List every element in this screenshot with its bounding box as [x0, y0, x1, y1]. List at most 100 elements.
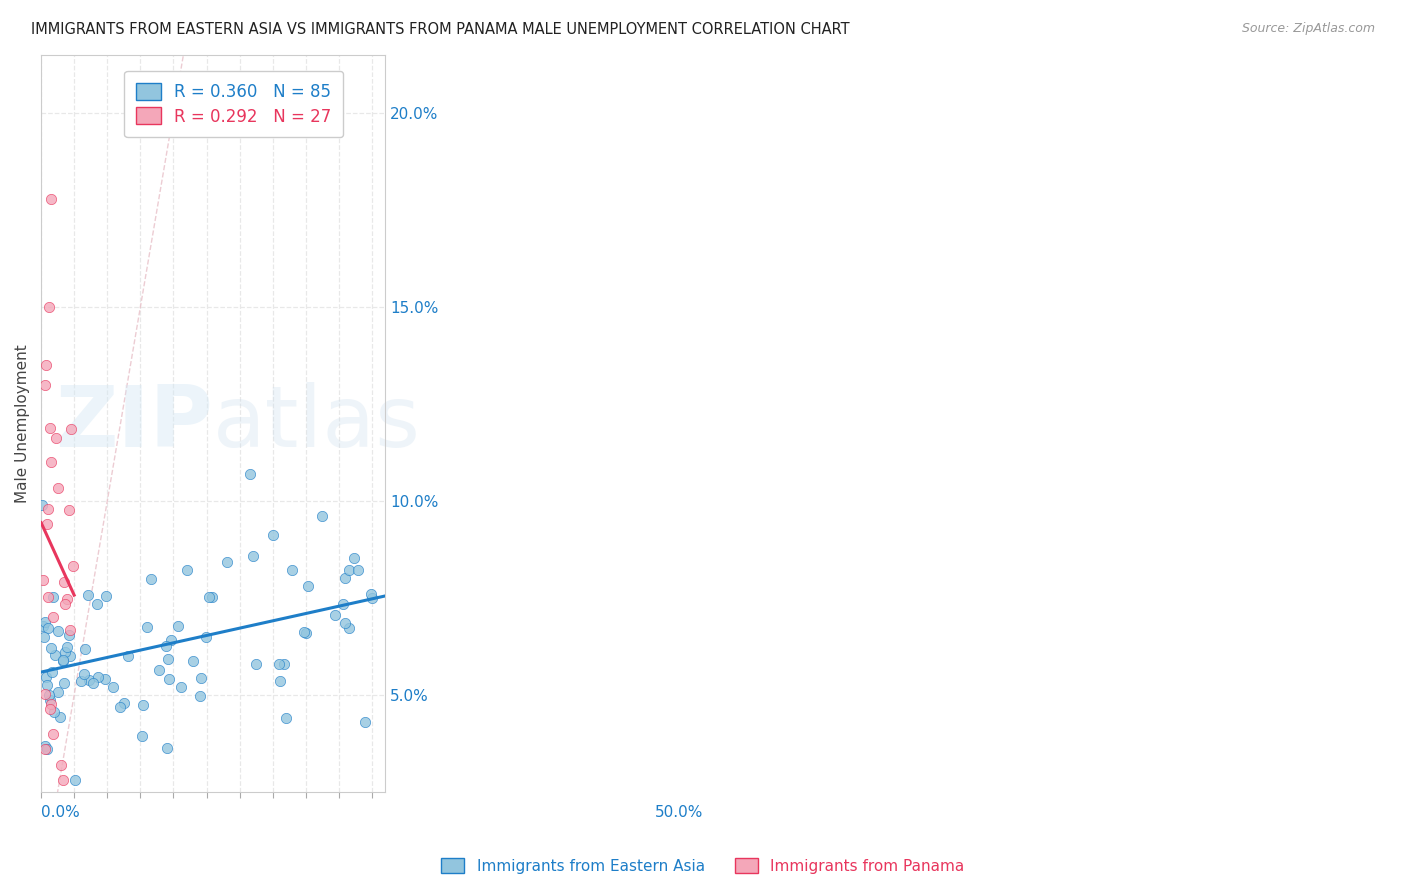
Point: [58, 503, 80, 517]
Point: [73, 666, 96, 681]
Point: [62, 558, 84, 573]
Point: [42, 590, 65, 604]
Point: [297, 579, 319, 593]
Point: [35, 670, 58, 684]
Point: [245, 657, 267, 672]
Point: [194, 630, 217, 644]
Point: [217, 555, 239, 569]
Point: [70, 673, 93, 688]
Point: [37, 590, 59, 604]
Point: [59, 623, 82, 637]
Point: [112, 697, 135, 711]
Point: [108, 700, 131, 714]
Point: [48, 624, 70, 639]
Point: [190, 671, 212, 685]
Point: [34, 739, 56, 753]
Point: [101, 681, 124, 695]
Point: [242, 549, 264, 563]
Point: [274, 711, 297, 725]
Point: [135, 619, 157, 633]
Point: [292, 624, 315, 639]
Point: [53, 676, 76, 690]
Point: [335, 571, 357, 585]
Point: [35, 517, 58, 532]
Point: [170, 680, 193, 694]
Point: [87, 670, 110, 684]
Point: [56, 591, 79, 606]
Point: [294, 626, 316, 640]
Point: [49, 710, 72, 724]
Point: [94, 672, 117, 686]
Point: [332, 597, 354, 611]
Point: [82, 676, 104, 690]
Point: [39, 640, 62, 655]
Point: [361, 591, 384, 605]
Point: [63, 772, 86, 787]
Point: [273, 657, 295, 672]
Point: [34, 630, 56, 644]
Point: [139, 572, 162, 586]
Point: [45, 431, 67, 445]
Point: [190, 689, 212, 703]
Point: [34, 687, 56, 701]
Point: [37, 677, 59, 691]
Point: [38, 421, 60, 435]
Text: atlas: atlas: [214, 382, 422, 465]
Point: [86, 597, 108, 611]
Point: [52, 654, 75, 668]
Point: [52, 772, 75, 787]
Point: [42, 726, 65, 740]
Point: [157, 651, 180, 665]
Point: [35, 358, 58, 372]
Point: [53, 574, 76, 589]
Point: [198, 590, 221, 604]
Point: [39, 701, 62, 715]
Point: [333, 615, 356, 630]
Point: [269, 673, 291, 688]
Point: [37, 742, 59, 756]
Point: [337, 621, 360, 635]
Text: ZIP: ZIP: [55, 382, 214, 465]
Point: [42, 610, 65, 624]
Point: [337, 564, 360, 578]
Point: [360, 587, 382, 601]
Point: [160, 632, 183, 647]
Point: [46, 481, 69, 495]
Point: [55, 640, 77, 654]
Point: [132, 698, 155, 713]
Point: [176, 563, 198, 577]
Point: [167, 619, 190, 633]
Point: [49, 757, 72, 772]
Y-axis label: Male Unemployment: Male Unemployment: [15, 344, 30, 503]
Point: [34, 741, 56, 756]
Point: [311, 509, 333, 524]
Point: [73, 642, 96, 657]
Text: 0.0%: 0.0%: [41, 805, 80, 820]
Point: [44, 648, 66, 662]
Point: [354, 714, 377, 729]
Point: [281, 563, 304, 577]
Point: [46, 684, 69, 698]
Point: [77, 588, 100, 602]
Point: [58, 628, 80, 642]
Point: [156, 740, 179, 755]
Point: [181, 654, 204, 668]
Point: [38, 688, 60, 702]
Point: [155, 639, 177, 653]
Point: [32, 573, 55, 587]
Point: [37, 501, 59, 516]
Point: [238, 467, 260, 481]
Point: [77, 673, 100, 687]
Point: [39, 693, 62, 707]
Point: [55, 597, 77, 611]
Point: [159, 672, 181, 686]
Point: [347, 563, 370, 577]
Point: [37, 621, 59, 635]
Point: [55, 645, 77, 659]
Point: [39, 455, 62, 469]
Point: [94, 589, 117, 603]
Text: Source: ZipAtlas.com: Source: ZipAtlas.com: [1241, 22, 1375, 36]
Text: IMMIGRANTS FROM EASTERN ASIA VS IMMIGRANTS FROM PANAMA MALE UNEMPLOYMENT CORRELA: IMMIGRANTS FROM EASTERN ASIA VS IMMIGRAN…: [31, 22, 849, 37]
Legend: Immigrants from Eastern Asia, Immigrants from Panama: Immigrants from Eastern Asia, Immigrants…: [436, 852, 970, 880]
Point: [34, 615, 56, 629]
